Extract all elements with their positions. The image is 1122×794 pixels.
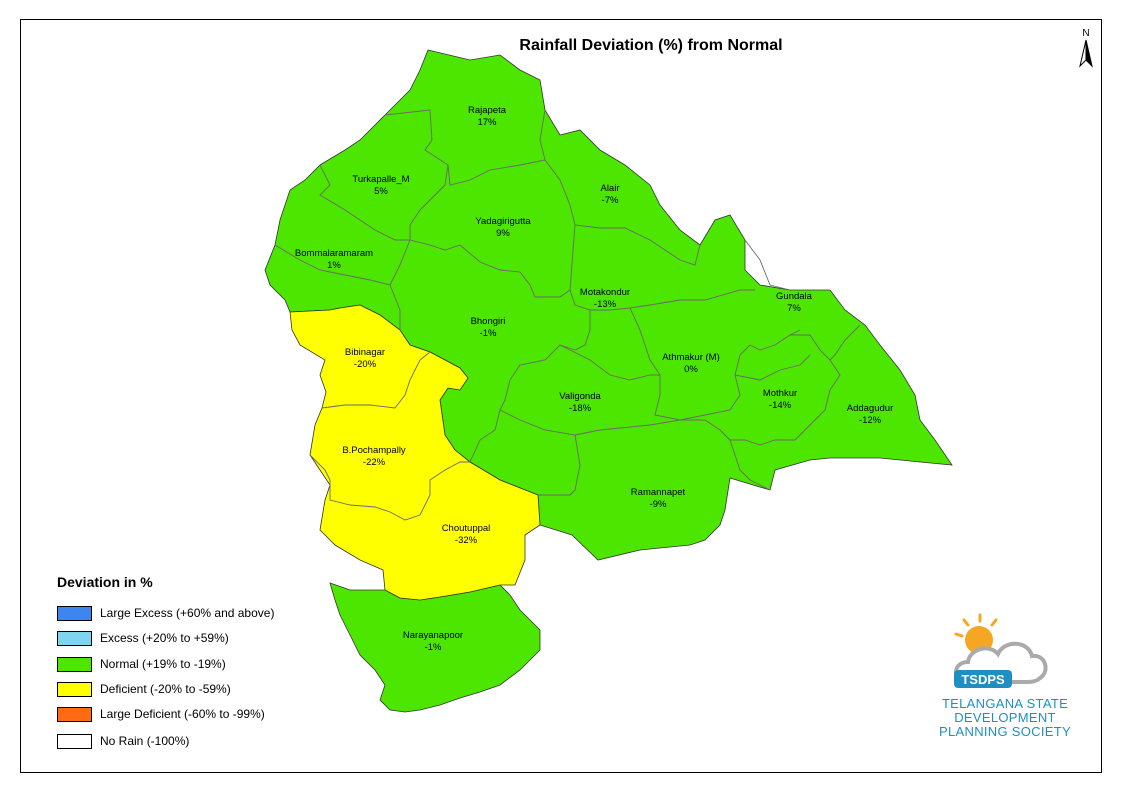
- map-title: Rainfall Deviation (%) from Normal: [519, 37, 783, 54]
- map-label-name: Athmakur (M): [662, 352, 720, 363]
- logo-acronym: TSDPS: [961, 672, 1005, 687]
- map-label-value: -32%: [455, 535, 478, 546]
- legend-label: Deficient (-20% to -59%): [100, 682, 231, 696]
- map-label-name: Rajapeta: [468, 105, 507, 116]
- legend-item-large-excess: Large Excess (+60% and above): [57, 604, 274, 622]
- map-label-name: Alair: [600, 183, 619, 194]
- legend-swatch: [57, 681, 92, 697]
- legend-swatch: [57, 733, 92, 749]
- map-label-value: 0%: [684, 364, 698, 375]
- mandal-labels: Rajapeta 17% Turkapalle_M 5% Alair -7% Y…: [295, 105, 893, 653]
- legend-item-no-rain: No Rain (-100%): [57, 732, 189, 750]
- mandal-boundaries: [274, 109, 861, 521]
- map-label-value: 5%: [374, 186, 388, 197]
- map-label-value: -22%: [363, 457, 386, 468]
- north-label: N: [1082, 28, 1089, 39]
- map-label-value: -7%: [602, 195, 619, 206]
- map-label-value: -1%: [480, 328, 497, 339]
- map-label-name: Yadagirigutta: [475, 216, 531, 227]
- map-label-name: Choutuppal: [442, 523, 491, 534]
- map-label-name: Gundala: [776, 291, 813, 302]
- sun-cloud-icon: TSDPS: [954, 613, 1048, 688]
- legend-item-excess: Excess (+20% to +59%): [57, 629, 229, 647]
- legend-label: Excess (+20% to +59%): [100, 631, 229, 645]
- map-label-name: Bibinagar: [345, 347, 385, 358]
- legend-item-deficient: Deficient (-20% to -59%): [57, 680, 231, 698]
- legend-title: Deviation in %: [57, 574, 153, 590]
- map-label-value: 17%: [477, 117, 497, 128]
- logo-line-3: PLANNING SOCIETY: [939, 724, 1071, 739]
- map-label-value: 9%: [496, 228, 510, 239]
- map-label-name: B.Pochampally: [342, 445, 406, 456]
- legend-label: Normal (+19% to -19%): [100, 657, 226, 671]
- legend-label: No Rain (-100%): [100, 734, 190, 748]
- map-label-name: Turkapalle_M: [352, 174, 409, 185]
- district-deficient-area: [289, 304, 541, 601]
- map-label-value: -1%: [425, 642, 442, 653]
- map-label-name: Addagudur: [847, 403, 893, 414]
- legend-item-normal: Normal (+19% to -19%): [57, 655, 226, 673]
- legend-swatch: [57, 630, 92, 646]
- map-label-name: Bhongiri: [471, 316, 506, 327]
- legend-label: Large Excess (+60% and above): [100, 606, 275, 620]
- map-label-name: Mothkur: [763, 388, 797, 399]
- tsdps-logo: TSDPS TELANGANA STATE DEVELOPMENT PLANNI…: [930, 610, 1080, 750]
- map-label-name: Motakondur: [580, 287, 630, 298]
- map-label-value: -12%: [859, 415, 882, 426]
- map-label-name: Bommalaramaram: [295, 248, 373, 259]
- map-label-value: -13%: [594, 299, 617, 310]
- map-label-value: 7%: [787, 303, 801, 314]
- map-label-name: Ramannapet: [631, 487, 686, 498]
- map-label-value: -20%: [354, 359, 377, 370]
- legend-swatch: [57, 706, 92, 722]
- legend-label: Large Deficient (-60% to -99%): [100, 707, 265, 721]
- map-label-name: Valigonda: [559, 391, 601, 402]
- legend-swatch: [57, 656, 92, 672]
- logo-line-2: DEVELOPMENT: [954, 710, 1056, 725]
- map-label-value: 1%: [327, 260, 341, 271]
- north-arrow-icon: N: [1079, 28, 1093, 68]
- map-label-name: Narayanapoor: [403, 630, 463, 641]
- map-label-value: -18%: [569, 403, 592, 414]
- map-label-value: -9%: [650, 499, 667, 510]
- map-label-value: -14%: [769, 400, 792, 411]
- legend-item-large-deficient: Large Deficient (-60% to -99%): [57, 705, 265, 723]
- legend-swatch: [57, 605, 92, 621]
- logo-line-1: TELANGANA STATE: [941, 696, 1069, 711]
